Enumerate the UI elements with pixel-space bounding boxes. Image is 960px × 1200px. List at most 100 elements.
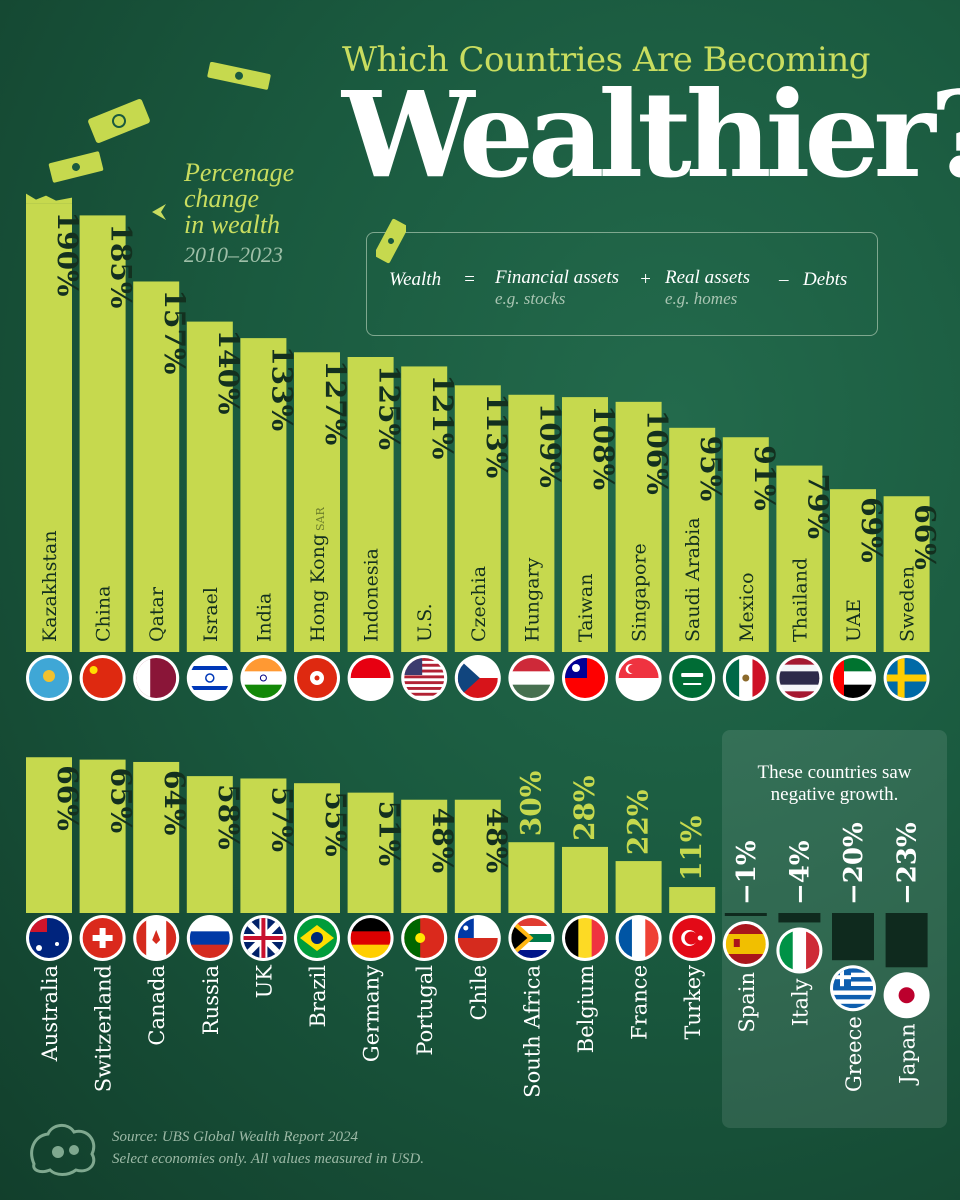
flag-stripe — [511, 671, 552, 686]
flag-sun — [572, 664, 580, 672]
source-line-1: Source: UBS Global Wealth Report 2024 — [112, 1129, 358, 1145]
qatar-flag-icon — [136, 658, 177, 698]
flag-stripe — [404, 669, 445, 673]
formula-financial-eg: e.g. stocks — [495, 289, 566, 308]
flag-stripe — [779, 678, 820, 686]
flag-stripe — [833, 994, 873, 1000]
bar-uae — [830, 489, 876, 652]
flag-stripe — [189, 686, 230, 690]
country-label-india: India — [253, 593, 275, 642]
bar-saudi-arabia — [669, 427, 716, 652]
france-flag-icon — [618, 918, 659, 958]
money-bill-icon — [376, 218, 406, 264]
bar-brazil — [294, 783, 340, 913]
flag-cross — [897, 658, 905, 698]
china-flag-icon — [82, 658, 123, 698]
country-label-belgium: Belgium — [574, 965, 598, 1053]
country-label-russia: Russia — [199, 965, 223, 1035]
flag-triangle — [511, 924, 528, 952]
flag-sun — [898, 987, 915, 1004]
flag-stripe — [779, 664, 820, 672]
country-label-qatar: Qatar — [146, 586, 168, 642]
flag-leaf — [152, 930, 161, 944]
subtitle-line-2: change — [184, 184, 260, 213]
money-bill-icon — [207, 62, 271, 90]
flag-stripe — [404, 692, 445, 696]
country-label-france: France — [628, 965, 652, 1040]
flag-stripe — [136, 918, 147, 958]
country-label-turkey: Turkey — [681, 965, 705, 1040]
bar-japan — [885, 913, 928, 968]
india-flag-icon — [243, 658, 284, 698]
flag-stripe — [645, 918, 659, 958]
flag-stripe — [404, 687, 445, 690]
wealth-formula-box: Wealth = Financial assets e.g. stocks + … — [366, 232, 878, 336]
bar-singapore — [615, 401, 662, 652]
value-label-hungary: 109% — [533, 403, 566, 488]
bar-germany — [347, 792, 394, 913]
bar-australia — [26, 757, 72, 913]
flag-field — [82, 658, 123, 698]
flag-star — [205, 673, 215, 683]
country-label-israel: Israel — [200, 587, 222, 642]
flag-stripe — [243, 671, 284, 686]
bar-qatar — [133, 281, 180, 652]
uae-flag-icon — [833, 658, 873, 698]
flag-stripe — [779, 658, 820, 666]
value-label-thailand: 79% — [801, 474, 834, 540]
u-s-flag-icon — [404, 658, 445, 698]
value-label-brazil: 55% — [319, 791, 352, 857]
flag-stripe — [833, 977, 873, 982]
flag-stripe — [833, 1003, 873, 1009]
greece-flag-icon — [833, 968, 873, 1009]
flag-stripe — [243, 684, 284, 698]
bar-u-s — [401, 366, 448, 652]
formula-debts: Debts — [803, 269, 848, 290]
bar-belgium — [562, 846, 608, 913]
flag-script — [681, 673, 704, 677]
country-label-thailand: Thailand — [789, 558, 811, 642]
bar-thailand — [776, 465, 823, 652]
money-bill-icon — [48, 151, 104, 183]
mexico-flag-icon — [725, 658, 766, 698]
title-line-2: Wealthier? — [342, 65, 960, 204]
switzerland-flag-icon — [82, 918, 123, 958]
belgium-flag-icon — [565, 918, 605, 958]
germany-flag-icon — [350, 918, 391, 958]
country-label-brazil: Brazil — [306, 965, 330, 1028]
kazakhstan-flag-icon — [29, 658, 69, 698]
pointer-arrow-icon — [152, 204, 166, 220]
flag-emblem — [742, 674, 750, 682]
value-label-qatar: 157% — [158, 289, 191, 374]
value-label-indonesia: 125% — [373, 365, 406, 450]
flag-moon-cut — [628, 664, 638, 674]
flag-sword — [683, 683, 702, 685]
value-label-hong-kong: 127% — [319, 360, 352, 445]
bar-overflow-tear — [26, 193, 72, 204]
value-label-chile: 48% — [480, 808, 513, 874]
bar-sweden — [883, 496, 930, 652]
flag-stripe — [725, 944, 766, 955]
bar-portugal — [401, 799, 448, 913]
value-label-china: 185% — [105, 223, 138, 308]
brazil-flag-icon — [297, 918, 337, 958]
formula-real-eg: e.g. homes — [665, 289, 738, 308]
thailand-flag-icon — [779, 658, 820, 698]
flag-band — [833, 658, 844, 698]
country-label-switzerland: Switzerland — [92, 965, 116, 1092]
portugal-flag-icon — [404, 918, 445, 958]
flag-star — [697, 935, 703, 941]
country-label-indonesia: Indonesia — [361, 548, 383, 642]
flag-stripe — [591, 918, 605, 958]
bar-czechia — [454, 385, 501, 652]
country-label-south-africa: South Africa — [520, 965, 544, 1098]
bar-uk — [240, 778, 287, 913]
flag-field — [189, 658, 230, 698]
negative-growth-note: These countries saw negative growth. — [722, 762, 947, 806]
value-label-mexico: 91% — [748, 445, 781, 511]
flag-stripe — [146, 918, 157, 958]
flag-cross — [886, 674, 927, 682]
bar-russia — [186, 776, 233, 913]
australia-flag-icon — [29, 918, 69, 958]
